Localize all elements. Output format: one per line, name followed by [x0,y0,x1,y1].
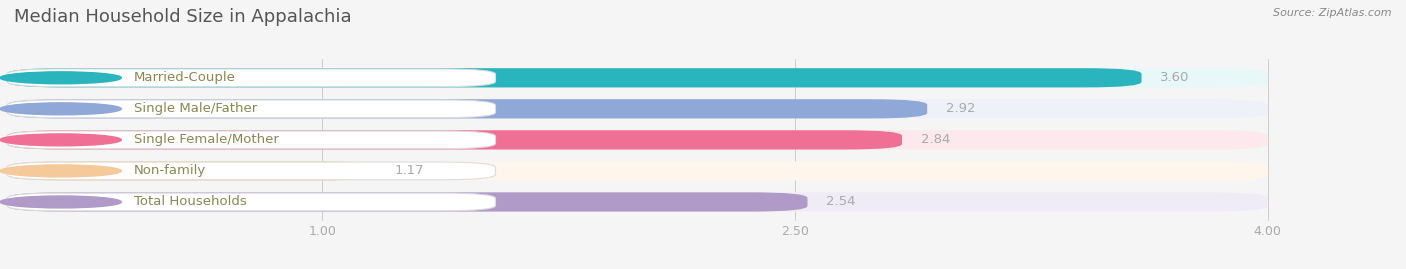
FancyBboxPatch shape [7,130,1268,150]
FancyBboxPatch shape [7,131,495,149]
Circle shape [0,134,121,146]
FancyBboxPatch shape [7,193,495,211]
FancyBboxPatch shape [7,99,927,118]
FancyBboxPatch shape [7,161,1268,180]
Circle shape [0,72,121,84]
Text: Married-Couple: Married-Couple [134,71,236,84]
Text: Single Female/Mother: Single Female/Mother [134,133,278,146]
Circle shape [0,196,121,208]
Text: 2.92: 2.92 [946,102,976,115]
FancyBboxPatch shape [7,100,495,118]
Text: Non-family: Non-family [134,164,207,178]
Text: Single Male/Father: Single Male/Father [134,102,257,115]
FancyBboxPatch shape [7,130,903,150]
FancyBboxPatch shape [7,69,495,87]
FancyBboxPatch shape [7,68,1268,87]
Text: 1.17: 1.17 [395,164,425,178]
FancyBboxPatch shape [7,192,807,212]
FancyBboxPatch shape [7,99,1268,118]
Circle shape [0,103,121,115]
Text: 2.84: 2.84 [921,133,950,146]
Circle shape [0,165,121,177]
FancyBboxPatch shape [7,161,375,180]
FancyBboxPatch shape [7,68,1142,87]
FancyBboxPatch shape [7,192,1268,212]
FancyBboxPatch shape [7,162,495,180]
Text: 3.60: 3.60 [1160,71,1189,84]
Text: Source: ZipAtlas.com: Source: ZipAtlas.com [1274,8,1392,18]
Text: Median Household Size in Appalachia: Median Household Size in Appalachia [14,8,352,26]
Text: Total Households: Total Households [134,196,247,208]
Text: 2.54: 2.54 [827,196,856,208]
